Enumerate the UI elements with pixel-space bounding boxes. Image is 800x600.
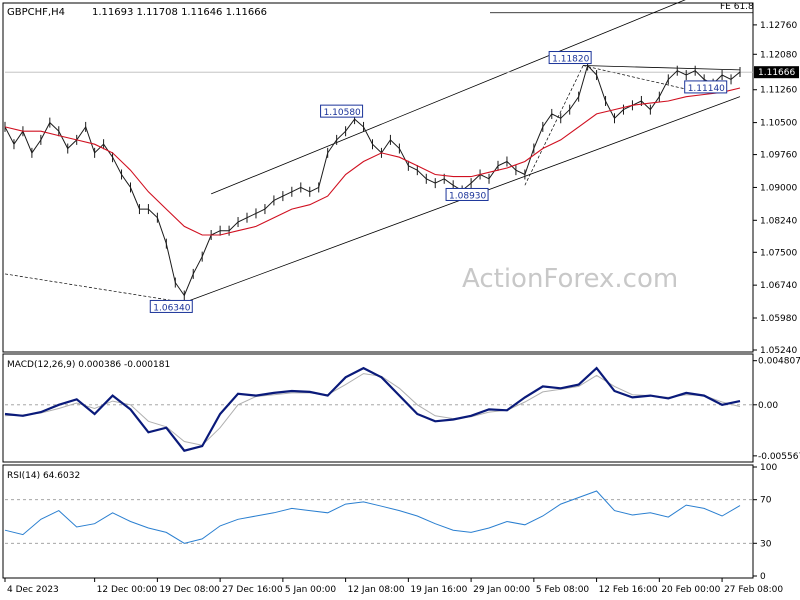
moving-average-line (4, 87, 741, 236)
triangle-upper-line (583, 65, 741, 71)
rsi-panel (2, 464, 754, 579)
x-tick-label: 12 Jan 08:00 (348, 585, 405, 595)
macd-tick-label: -0.005567 (758, 452, 800, 462)
swing-label-text: 1.10580 (324, 108, 361, 118)
swing-label-box (684, 80, 728, 94)
x-tick-label: 19 Dec 08:00 (159, 585, 220, 595)
macd-signal-line (4, 373, 741, 446)
price-tick-label: 1.11260 (760, 86, 797, 96)
price-tick-label: 1.10500 (760, 119, 797, 129)
price-panel (2, 2, 754, 353)
x-tick-label: 27 Dec 16:00 (222, 585, 283, 595)
price-tick-label: 1.06740 (760, 281, 797, 291)
swing-label-text: 1.11140 (688, 84, 725, 94)
x-axis: 4 Dec 2023 12 Dec 00:00 19 Dec 08:00 27 Dec… (4, 578, 783, 595)
price-tick-label: 1.12760 (760, 21, 797, 31)
price-axis-ticks: 1.12760 1.12080 1.11260 1.10500 1.09760 1.090… (753, 21, 797, 356)
projection-dashed-line (524, 65, 584, 186)
swing-label-text: 1.08930 (449, 191, 486, 201)
price-tick-label: 1.08240 (760, 216, 797, 226)
swing-label-box (320, 104, 364, 118)
fe-label: FE 61.8 (720, 2, 754, 12)
watermark: ActionForex.com (462, 264, 678, 294)
price-tick-label: 1.09000 (760, 183, 797, 193)
macd-title: MACD(12,26,9) 0.000386 -0.000181 (7, 360, 170, 370)
rsi-layer: 100 70 30 0 (4, 463, 777, 582)
rsi-tick-label: 100 (760, 463, 777, 473)
x-tick-label: 27 Feb 08:00 (724, 585, 783, 595)
projection-dashed-line (4, 273, 185, 303)
swing-label-box (149, 299, 193, 313)
rsi-tick-label: 70 (760, 496, 772, 506)
rsi-line (4, 490, 741, 544)
swing-label-text: 1.11820 (552, 55, 589, 65)
swing-label-text: 1.06340 (153, 303, 190, 313)
price-tick-label: 1.05980 (760, 314, 797, 324)
price-series (4, 60, 741, 301)
macd-line (4, 366, 741, 452)
macd-layer: 0.004807 0.00 -0.005567 (4, 357, 800, 462)
x-tick-label: 12 Feb 16:00 (599, 585, 658, 595)
channel-upper-line (211, 0, 686, 195)
price-tick-label: 1.05240 (760, 346, 797, 356)
x-tick-label: 29 Jan 00:00 (473, 585, 530, 595)
x-tick-label: 12 Dec 00:00 (97, 585, 158, 595)
rsi-tick-label: 30 (760, 539, 772, 549)
swing-label-box (548, 51, 592, 65)
x-tick-label: 4 Dec 2023 (7, 585, 59, 595)
rsi-tick-label: 0 (760, 572, 766, 582)
x-tick-label: 20 Feb 00:00 (661, 585, 720, 595)
x-tick-label: 5 Feb 08:00 (536, 585, 590, 595)
chart-header-symbol: GBPCHF,H4 (7, 7, 65, 18)
rsi-title: RSI(14) 64.6032 (7, 471, 80, 481)
swing-label-box (445, 187, 489, 201)
current-price-box (754, 66, 799, 79)
x-tick-label: 5 Jan 00:00 (285, 585, 337, 595)
price-tick-label: 1.07500 (760, 248, 797, 258)
macd-panel (2, 353, 754, 463)
x-tick-label: 19 Jan 16:00 (410, 585, 467, 595)
macd-tick-label: 0.00 (758, 401, 778, 411)
current-price-label: 1.11666 (758, 68, 795, 78)
swing-labels: 1.06340 1.10580 1.08930 1.11820 1.11140 (149, 51, 728, 313)
chart-header-ohlc: 1.11693 1.11708 1.11646 1.11666 (92, 7, 267, 18)
price-tick-label: 1.12080 (760, 50, 797, 60)
price-tick-label: 1.09760 (760, 151, 797, 161)
macd-tick-label: 0.004807 (758, 357, 800, 367)
projection-dashed-line (583, 65, 691, 91)
